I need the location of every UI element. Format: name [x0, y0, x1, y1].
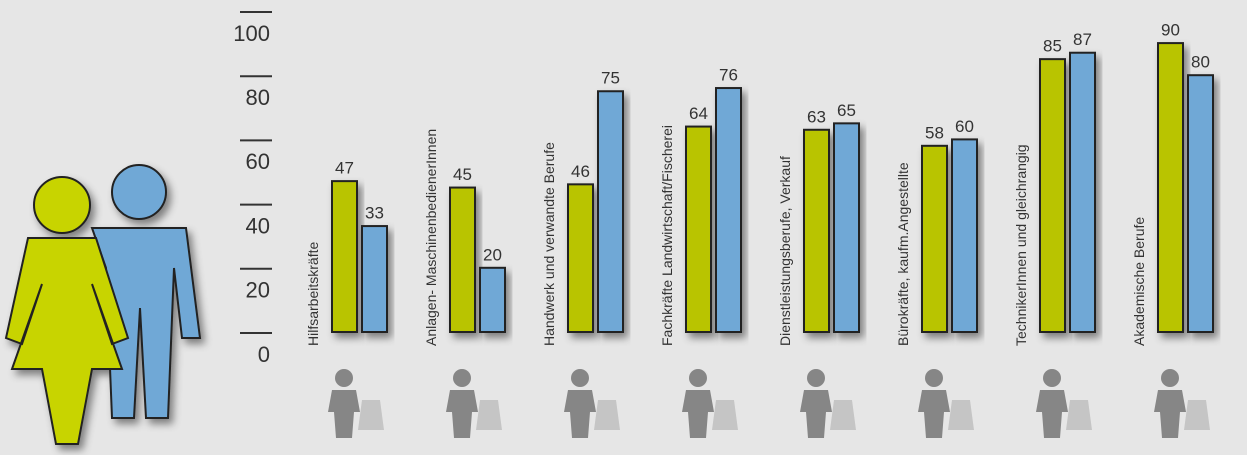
icon-shadow	[1184, 400, 1210, 430]
icon-head	[807, 369, 825, 387]
icon-shadow	[948, 400, 974, 430]
value-label: 75	[601, 69, 620, 88]
value-label: 47	[335, 159, 354, 178]
icon-head	[689, 369, 707, 387]
icon-body	[564, 390, 596, 438]
bar	[449, 186, 476, 333]
value-label: 85	[1043, 37, 1062, 56]
value-label: 45	[453, 165, 472, 184]
bar	[715, 87, 742, 334]
y-tick-label: 100	[233, 21, 270, 46]
icon-head	[335, 369, 353, 387]
bar	[479, 266, 506, 333]
bar	[921, 144, 948, 333]
bar	[833, 122, 860, 333]
icon-body	[446, 390, 478, 438]
y-tick-label: 40	[246, 213, 270, 238]
category-label: Bürokräfte, kaufm.Angestellte	[895, 162, 911, 346]
value-label: 63	[807, 107, 826, 126]
value-label: 90	[1161, 21, 1180, 40]
people-icon	[4, 164, 202, 445]
value-label: 76	[719, 66, 738, 85]
icon-head	[925, 369, 943, 387]
value-label: 60	[955, 117, 974, 136]
icon-shadow	[476, 400, 502, 430]
bar	[361, 225, 388, 334]
icon-body	[1036, 390, 1068, 438]
bar	[1039, 58, 1066, 334]
bar	[1157, 42, 1184, 333]
occupation-icon	[1036, 369, 1092, 438]
icon-shadow	[1066, 400, 1092, 430]
icon-body	[800, 390, 832, 438]
y-tick-label: 60	[246, 149, 270, 174]
occupation-icon	[446, 369, 502, 438]
category-label: TechnikerInnen und gleichrangig	[1013, 144, 1029, 346]
bar	[1069, 51, 1096, 333]
icon-head	[453, 369, 471, 387]
occupation-icon	[1154, 369, 1210, 438]
bar	[951, 138, 978, 333]
icon-body	[682, 390, 714, 438]
value-label: 20	[483, 245, 502, 264]
y-tick-label: 0	[258, 342, 270, 367]
value-label: 46	[571, 162, 590, 181]
bar	[597, 90, 624, 333]
icon-head	[1161, 369, 1179, 387]
value-label: 33	[365, 204, 384, 223]
bar	[567, 183, 594, 333]
y-tick-label: 20	[246, 278, 270, 303]
category-label: Anlagen- MaschinenbedienerInnen	[423, 129, 439, 346]
category-label: Handwerk und verwandte Berufe	[541, 142, 557, 346]
bar	[803, 128, 830, 333]
occupation-icon	[918, 369, 974, 438]
bar	[331, 180, 358, 333]
occupation-icon	[800, 369, 856, 438]
value-label: 80	[1191, 53, 1210, 72]
occupation-icon	[328, 369, 384, 438]
value-label: 58	[925, 123, 944, 142]
value-label: 64	[689, 104, 708, 123]
value-label: 65	[837, 101, 856, 120]
y-tick-label: 80	[246, 85, 270, 110]
category-label: Dienstleistungsberufe, Verkauf	[777, 156, 793, 346]
icon-shadow	[830, 400, 856, 430]
category-label: Akademische Berufe	[1131, 217, 1147, 346]
bar	[685, 125, 712, 333]
icon-body	[328, 390, 360, 438]
icon-head	[571, 369, 589, 387]
bar	[1187, 74, 1214, 333]
category-label: Hilfsarbeitskräfte	[305, 242, 321, 346]
icon-shadow	[594, 400, 620, 430]
icon-body	[918, 390, 950, 438]
occupation-icon	[682, 369, 738, 438]
icon-shadow	[358, 400, 384, 430]
icon-head	[1043, 369, 1061, 387]
icon-shadow	[712, 400, 738, 430]
icon-body	[1154, 390, 1186, 438]
occupation-icon	[564, 369, 620, 438]
value-label: 87	[1073, 30, 1092, 49]
category-label: Fachkräfte Landwirtschaft/Fischerei	[659, 125, 675, 346]
